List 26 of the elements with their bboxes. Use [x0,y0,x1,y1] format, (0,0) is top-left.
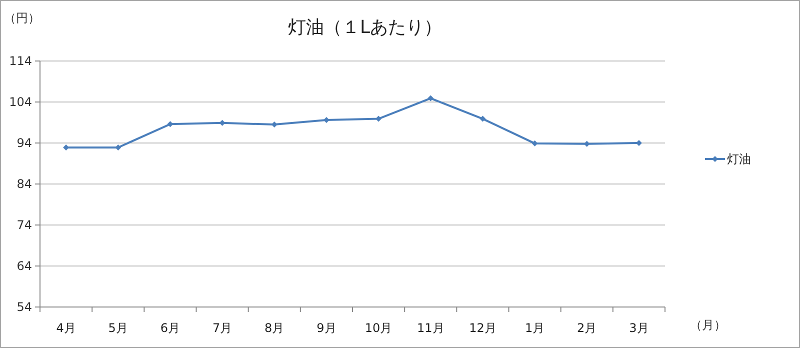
x-tick-label: 3月 [629,321,649,335]
x-tick-label: 6月 [160,321,180,335]
x-tick-label: 4月 [56,321,76,335]
x-tick-label: 8月 [264,321,284,335]
x-tick-label: 5月 [108,321,128,335]
x-tick-label: 11月 [416,321,444,335]
y-axis-title: （円） [4,11,40,25]
y-tick-label: 104 [9,95,32,109]
y-tick-label: 84 [16,177,32,191]
x-tick-label: 1月 [524,321,545,335]
y-tick-label: 94 [16,136,32,150]
x-tick-label: 10月 [364,321,392,335]
point [480,116,486,122]
x-tick-label: 9月 [316,321,336,335]
point [376,116,382,122]
y-tick-label: 64 [16,259,32,273]
y-tick-label: 74 [16,218,32,232]
x-tick-label: 2月 [577,321,597,335]
y-tick-label: 54 [16,300,32,314]
legend-label: 灯油 [727,152,751,166]
x-axis-title: （月） [690,318,726,332]
x-tick-label: 7月 [212,321,232,335]
y-tick-label: 114 [9,54,32,68]
chart-title: 灯油（１Lあたり） [288,17,442,38]
x-tick-label: 12月 [469,321,496,335]
point [428,95,434,102]
